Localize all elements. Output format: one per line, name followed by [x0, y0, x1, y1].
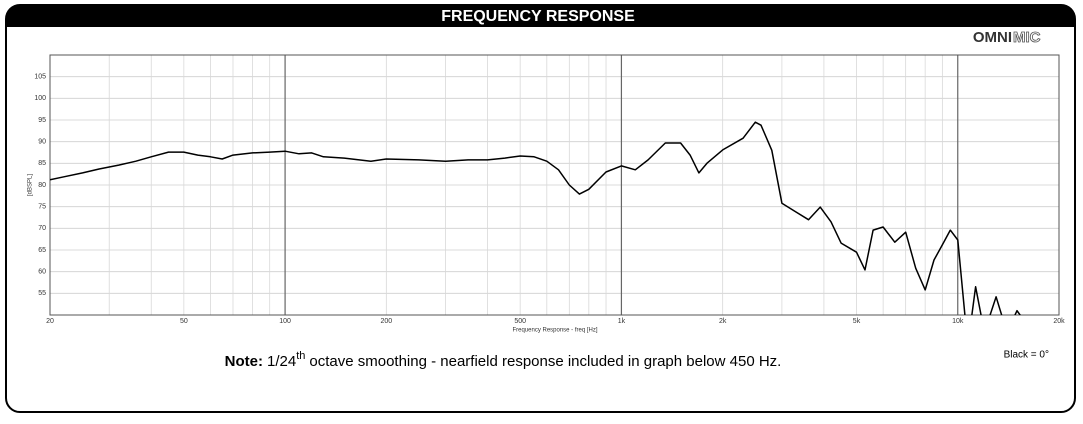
y-tick-label: 90: [38, 139, 46, 146]
note-rest: octave smoothing - nearfield response in…: [309, 353, 781, 370]
series-line: [50, 121, 1022, 315]
y-tick-label: 75: [38, 204, 46, 211]
plot-area: [50, 121, 1022, 315]
note-text: 1/24: [267, 353, 296, 370]
x-tick-label: 500: [514, 318, 526, 325]
frame: [5, 4, 1076, 413]
x-tick-label: 50: [180, 318, 188, 325]
y-tick-label: 65: [38, 247, 46, 254]
plot-border: [49, 54, 1060, 316]
x-tick-label: 5k: [853, 318, 861, 325]
y-tick-label: 100: [34, 95, 46, 102]
x-tick-label: 20: [46, 318, 54, 325]
note-superscript: th: [296, 350, 305, 362]
x-tick-label: 2k: [719, 318, 727, 325]
y-axis-label: [dBSPL]: [28, 174, 34, 196]
y-tick-label: 70: [38, 225, 46, 232]
x-tick-label: 100: [279, 318, 291, 325]
note-label: Note:: [225, 353, 263, 370]
x-tick-label: 200: [380, 318, 392, 325]
chart-title: FREQUENCY RESPONSE: [441, 8, 635, 25]
legend-entry: Black = 0°: [1004, 350, 1049, 361]
logo-bold: OMNI: [973, 29, 1012, 46]
y-tick-label: 85: [38, 160, 46, 167]
x-tick-label: 1k: [618, 318, 626, 325]
axis-labels: 55 60 65 70 75 80 85 90 95 100 105 20 50 100 200 500 1k 2…: [34, 74, 1065, 325]
y-tick-label: 60: [38, 269, 46, 276]
grid: [49, 55, 1060, 315]
y-tick-label: 55: [38, 290, 46, 297]
note: Note: 1/24th octave smoothing - nearfield …: [225, 350, 782, 370]
logo-outline: MIC: [1013, 29, 1041, 46]
x-tick-label: 20k: [1053, 318, 1065, 325]
x-axis-label: Frequency Response - freq [Hz]: [512, 328, 597, 334]
y-tick-label: 105: [34, 74, 46, 81]
y-tick-label: 80: [38, 182, 46, 189]
header-bar: [6, 5, 1075, 27]
x-tick-label: 10k: [952, 318, 964, 325]
y-tick-label: 95: [38, 117, 46, 124]
